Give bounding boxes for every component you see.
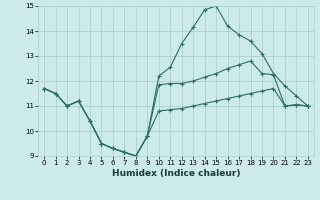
X-axis label: Humidex (Indice chaleur): Humidex (Indice chaleur) — [112, 169, 240, 178]
